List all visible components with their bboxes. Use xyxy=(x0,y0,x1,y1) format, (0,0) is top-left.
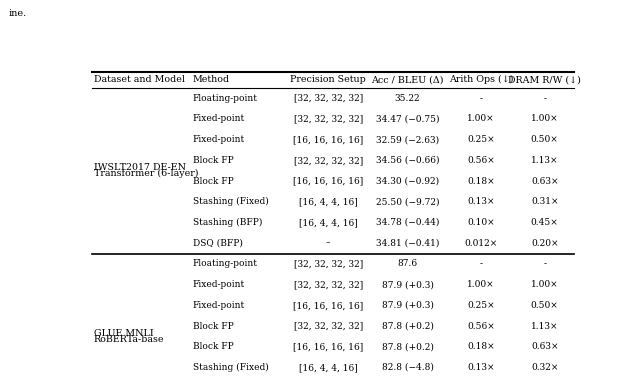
Text: Method: Method xyxy=(193,75,230,84)
Text: [32, 32, 32, 32]: [32, 32, 32, 32] xyxy=(294,156,363,165)
Text: [16, 4, 4, 16]: [16, 4, 4, 16] xyxy=(299,363,358,372)
Text: DSQ (BFP): DSQ (BFP) xyxy=(193,239,243,248)
Text: RoBERTa-base: RoBERTa-base xyxy=(94,335,164,344)
Text: 1.00×: 1.00× xyxy=(467,280,495,289)
Text: Fixed-point: Fixed-point xyxy=(193,114,244,124)
Text: 87.8 (+0.2): 87.8 (+0.2) xyxy=(381,342,433,351)
Text: [16, 4, 4, 16]: [16, 4, 4, 16] xyxy=(299,197,358,206)
Text: Stashing (BFP): Stashing (BFP) xyxy=(193,218,262,227)
Text: 34.56 (−0.66): 34.56 (−0.66) xyxy=(376,156,439,165)
Text: Acc / BLEU (Δ): Acc / BLEU (Δ) xyxy=(371,75,444,84)
Text: 82.8 (−4.8): 82.8 (−4.8) xyxy=(381,363,433,372)
Text: 0.32×: 0.32× xyxy=(531,363,558,372)
Text: 1.00×: 1.00× xyxy=(531,280,559,289)
Text: Fixed-point: Fixed-point xyxy=(193,301,244,310)
Text: [16, 16, 16, 16]: [16, 16, 16, 16] xyxy=(293,342,364,351)
Text: Block FP: Block FP xyxy=(193,156,233,165)
Text: Transformer (6-layer): Transformer (6-layer) xyxy=(94,169,198,179)
Text: Block FP: Block FP xyxy=(193,321,233,330)
Text: 1.13×: 1.13× xyxy=(531,156,559,165)
Text: Fixed-point: Fixed-point xyxy=(193,135,244,144)
Text: 0.13×: 0.13× xyxy=(467,197,495,206)
Text: 0.63×: 0.63× xyxy=(531,342,559,351)
Text: 0.13×: 0.13× xyxy=(467,363,495,372)
Text: 0.18×: 0.18× xyxy=(467,177,495,186)
Text: [16, 16, 16, 16]: [16, 16, 16, 16] xyxy=(293,135,364,144)
Text: -: - xyxy=(543,259,546,268)
Text: 0.56×: 0.56× xyxy=(467,156,495,165)
Text: [32, 32, 32, 32]: [32, 32, 32, 32] xyxy=(294,321,363,330)
Text: Dataset and Model: Dataset and Model xyxy=(94,75,186,84)
Text: Stashing (Fixed): Stashing (Fixed) xyxy=(193,197,268,206)
Text: Floating-point: Floating-point xyxy=(193,259,257,268)
Text: 0.50×: 0.50× xyxy=(531,301,559,310)
Text: Block FP: Block FP xyxy=(193,342,233,351)
Text: 0.20×: 0.20× xyxy=(531,239,559,248)
Text: Fixed-point: Fixed-point xyxy=(193,280,244,289)
Text: Stashing (Fixed): Stashing (Fixed) xyxy=(193,363,268,372)
Text: 0.45×: 0.45× xyxy=(531,218,559,227)
Text: 87.8 (+0.2): 87.8 (+0.2) xyxy=(381,321,433,330)
Text: 0.10×: 0.10× xyxy=(467,218,495,227)
Text: Floating-point: Floating-point xyxy=(193,94,257,103)
Text: 34.30 (−0.92): 34.30 (−0.92) xyxy=(376,177,439,186)
Text: Block FP: Block FP xyxy=(193,177,233,186)
Text: ine.: ine. xyxy=(8,9,27,19)
Text: 25.50 (−9.72): 25.50 (−9.72) xyxy=(376,197,439,206)
Text: 0.25×: 0.25× xyxy=(467,135,495,144)
Text: 34.47 (−0.75): 34.47 (−0.75) xyxy=(376,114,439,124)
Text: [32, 32, 32, 32]: [32, 32, 32, 32] xyxy=(294,114,363,124)
Text: [16, 4, 4, 16]: [16, 4, 4, 16] xyxy=(299,218,358,227)
Text: –: – xyxy=(326,239,330,248)
Text: 34.81 (−0.41): 34.81 (−0.41) xyxy=(376,239,439,248)
Text: 1.00×: 1.00× xyxy=(467,114,495,124)
Text: 0.50×: 0.50× xyxy=(531,135,559,144)
Text: 87.9 (+0.3): 87.9 (+0.3) xyxy=(381,301,433,310)
Text: [16, 16, 16, 16]: [16, 16, 16, 16] xyxy=(293,177,364,186)
Text: 0.56×: 0.56× xyxy=(467,321,495,330)
Text: DRAM R/W (↓): DRAM R/W (↓) xyxy=(508,75,581,84)
Text: 1.13×: 1.13× xyxy=(531,321,559,330)
Text: 1.00×: 1.00× xyxy=(531,114,559,124)
Text: 0.31×: 0.31× xyxy=(531,197,559,206)
Text: [32, 32, 32, 32]: [32, 32, 32, 32] xyxy=(294,280,363,289)
Text: IWSLT2017 DE-EN: IWSLT2017 DE-EN xyxy=(94,163,186,172)
Text: Arith Ops (↓): Arith Ops (↓) xyxy=(449,75,513,85)
Text: [32, 32, 32, 32]: [32, 32, 32, 32] xyxy=(294,94,363,103)
Text: 35.22: 35.22 xyxy=(395,94,420,103)
Text: -: - xyxy=(479,259,483,268)
Text: [32, 32, 32, 32]: [32, 32, 32, 32] xyxy=(294,259,363,268)
Text: [16, 16, 16, 16]: [16, 16, 16, 16] xyxy=(293,301,364,310)
Text: 0.25×: 0.25× xyxy=(467,301,495,310)
Text: 0.63×: 0.63× xyxy=(531,177,559,186)
Text: Precision Setup: Precision Setup xyxy=(291,75,366,84)
Text: -: - xyxy=(479,94,483,103)
Text: 34.78 (−0.44): 34.78 (−0.44) xyxy=(376,218,439,227)
Text: 0.18×: 0.18× xyxy=(467,342,495,351)
Text: 87.6: 87.6 xyxy=(397,259,417,268)
Text: GLUE MNLI: GLUE MNLI xyxy=(94,329,154,338)
Text: 87.9 (+0.3): 87.9 (+0.3) xyxy=(381,280,433,289)
Text: 32.59 (−2.63): 32.59 (−2.63) xyxy=(376,135,439,144)
Text: 0.012×: 0.012× xyxy=(464,239,497,248)
Text: -: - xyxy=(543,94,546,103)
